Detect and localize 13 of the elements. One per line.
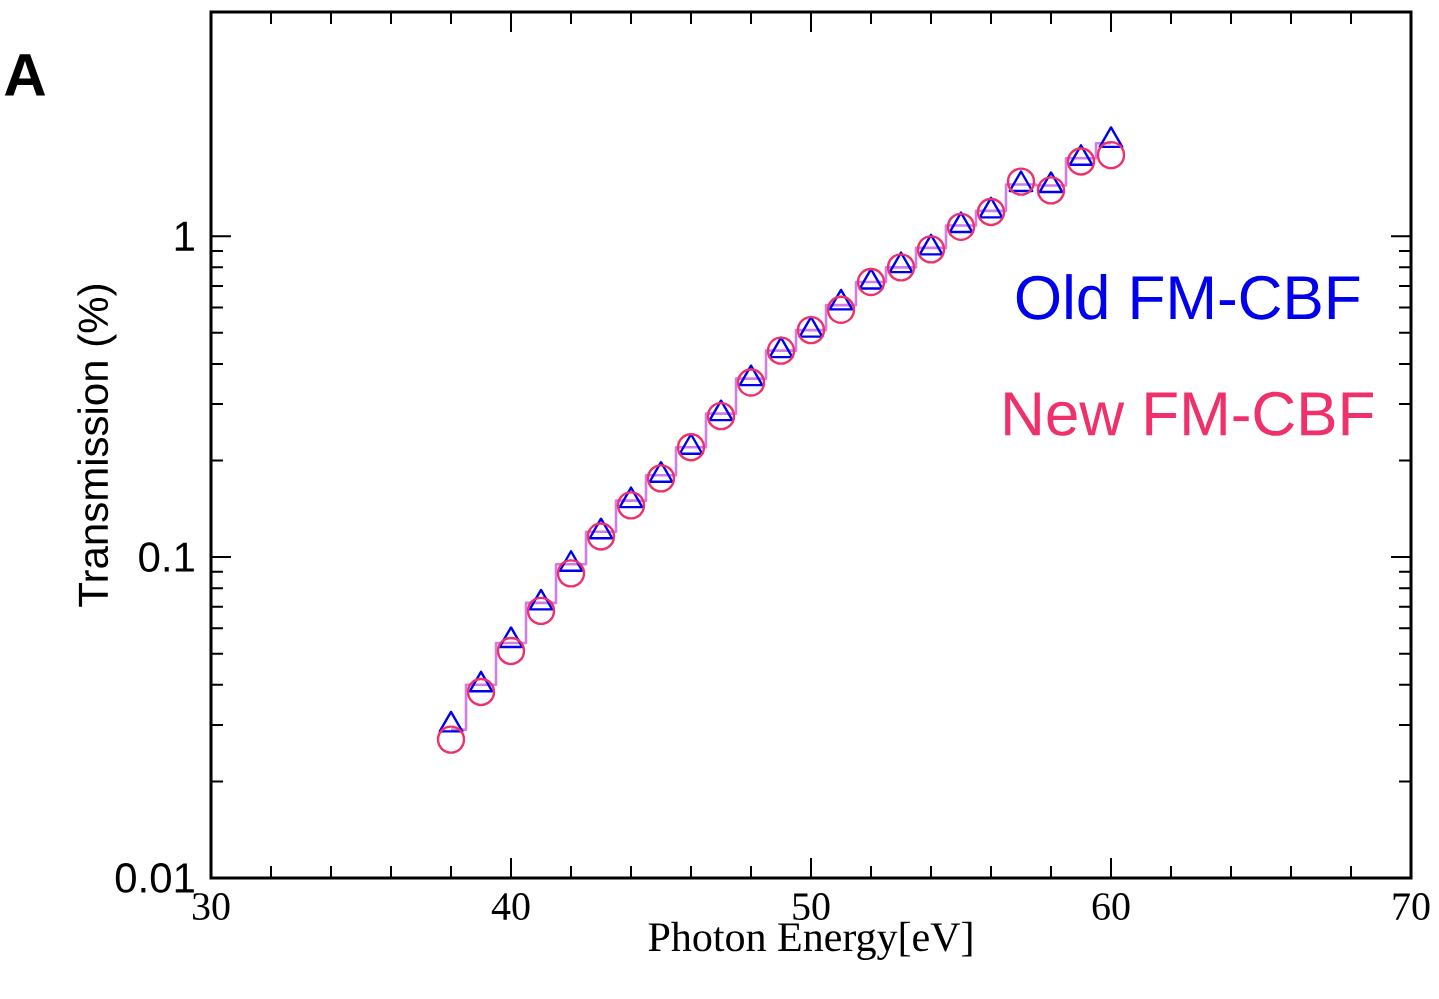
y-tick-label: 0.1 [139,542,194,572]
text: New FM-CBF [1005,391,1373,436]
y-tick-label: 1 [175,221,194,251]
x-tick-label: 50 [793,893,830,921]
series-label: Old FM-CBF [1016,274,1360,320]
x-tick-label: 30 [192,893,230,921]
x-tick-label: 40 [491,893,530,921]
x-tick-label: 70 [1393,893,1430,921]
text: A [4,54,46,96]
x-axis-title: Photon Energy[eV] [648,921,972,960]
y-tick-label: 0.01 [115,863,194,893]
x-tick-label: 60 [1092,893,1130,921]
y-axis-title: Transmission (%) [77,285,117,607]
